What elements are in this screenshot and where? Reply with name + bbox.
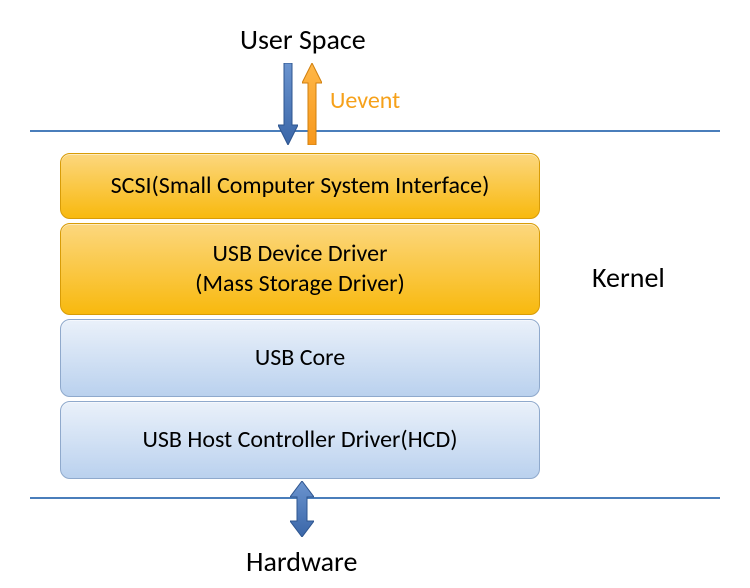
layer-text: (Mass Storage Driver) bbox=[195, 269, 405, 299]
layer-text: SCSI(Small Computer System Interface) bbox=[111, 171, 490, 201]
top-divider bbox=[30, 130, 720, 132]
layer-text: USB Host Controller Driver(HCD) bbox=[143, 425, 458, 455]
layer-text: USB Core bbox=[255, 343, 345, 373]
uevent-label: Uevent bbox=[330, 86, 400, 115]
layer-usb-core: USB Core bbox=[60, 319, 540, 397]
layer-usb-device-driver: USB Device Driver (Mass Storage Driver) bbox=[60, 223, 540, 315]
hardware-label: Hardware bbox=[246, 544, 357, 579]
user-space-label: User Space bbox=[240, 22, 366, 57]
layer-text: USB Device Driver bbox=[213, 239, 388, 269]
layer-usb-hcd: USB Host Controller Driver(HCD) bbox=[60, 401, 540, 479]
arrow-down-icon bbox=[278, 63, 298, 145]
arrow-double-icon bbox=[290, 481, 314, 537]
layer-stack: SCSI(Small Computer System Interface) US… bbox=[60, 153, 540, 483]
bottom-divider bbox=[30, 497, 720, 499]
arrow-up-icon bbox=[302, 63, 322, 145]
layer-scsi: SCSI(Small Computer System Interface) bbox=[60, 153, 540, 219]
kernel-label: Kernel bbox=[592, 260, 665, 295]
